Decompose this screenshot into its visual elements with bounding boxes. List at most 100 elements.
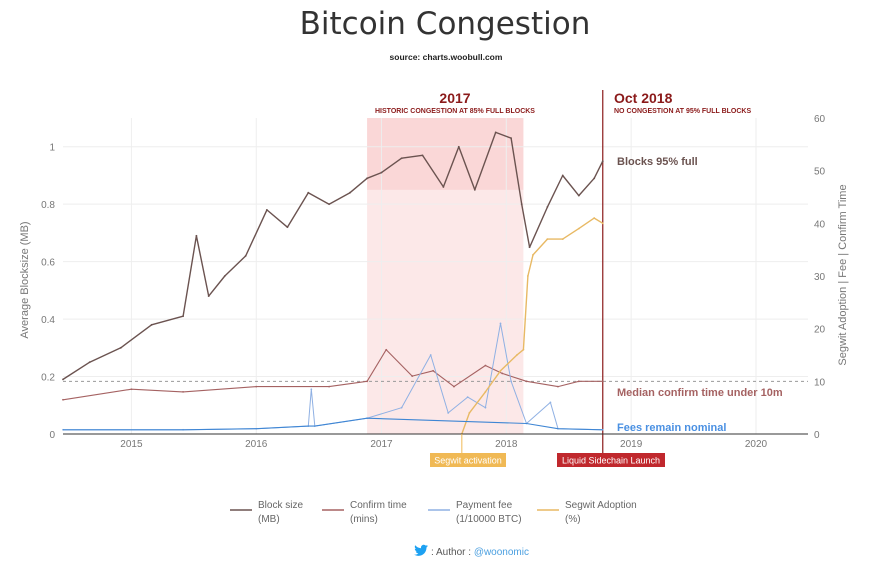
label-confirm-time: Median confirm time under 10m [617, 387, 783, 399]
series-block-size-point [265, 209, 268, 211]
series-block-size-point [380, 171, 383, 174]
author-credit: : Author : @woonomic [414, 544, 529, 558]
author-handle-link[interactable]: @woonomic [474, 547, 529, 558]
series-block-size-point [244, 254, 247, 257]
series-block-size-point [207, 295, 210, 298]
legend: Block size (MB) Confirm time (mins) Paym… [230, 500, 637, 525]
legend-unit-block-size: (MB) [258, 514, 280, 525]
series-confirm-time [62, 349, 603, 401]
left-tick-label: 1 [49, 143, 55, 154]
series-payment-fee-point [510, 380, 512, 383]
right-tick-label: 60 [814, 114, 826, 125]
series-segwit-adoption-point [499, 369, 502, 372]
series-segwit-adoption-point [532, 254, 534, 256]
left-axis-ticks: 0 0.2 0.4 0.6 0.8 1 [41, 143, 55, 441]
series-confirm-time-point [557, 385, 559, 388]
series-block-size-point [400, 157, 403, 160]
right-tick-label: 20 [814, 325, 826, 336]
series-block-size-point [62, 378, 64, 381]
series-confirm-time-point [525, 380, 528, 383]
author-prefix-text: : Author : [431, 547, 474, 558]
series-payment-fee-point [447, 412, 450, 414]
legend-label-block-size: Block size [258, 500, 303, 511]
annotation-2017-year: 2017 [439, 90, 470, 106]
series-block-size-point [520, 203, 523, 206]
legend-label-payment-fee: Payment fee [456, 500, 513, 511]
left-axis-title: Average Blocksize (MB) [19, 221, 31, 338]
segwit-badge-bg [430, 453, 506, 467]
series-block-size-point [150, 323, 153, 326]
right-tick-label: 30 [814, 272, 826, 283]
series-payment-fee-point [549, 401, 552, 404]
series-block-size-point [328, 203, 331, 206]
series-block-size-point [546, 206, 549, 208]
legend-item-block-size[interactable]: Block size (MB) [230, 500, 303, 525]
left-tick-label: 0.6 [41, 258, 55, 269]
left-tick-label: 0.4 [41, 315, 55, 326]
series-segwit-adoption-point [526, 275, 529, 277]
legend-unit-confirm-time: (mins) [350, 514, 378, 525]
x-axis-ticks: 2015 2016 2017 2018 2019 2020 [120, 439, 767, 450]
series-confirm-time-point [385, 348, 388, 351]
series-segwit-adoption-point [522, 348, 525, 351]
series-payment-fee-point [484, 406, 487, 409]
series-block-size-point [510, 137, 512, 140]
series-segwit-adoption-point [561, 238, 564, 241]
author-prefix: : Author : @woonomic [431, 547, 529, 558]
series-confirm-time-point [62, 398, 64, 401]
x-tick-label: 2019 [620, 439, 643, 450]
series-payment-fee-point [400, 406, 403, 409]
congestion-highlight-band-deep [367, 118, 524, 190]
series-block-size-point [182, 315, 184, 318]
series-block-size-point [307, 191, 310, 194]
series-segwit-adoption-point [577, 227, 580, 230]
series-block-size-point [473, 188, 476, 191]
legend-item-confirm-time[interactable]: Confirm time (mins) [322, 500, 407, 525]
twitter-icon [414, 544, 428, 556]
left-tick-label: 0.8 [41, 200, 55, 211]
legend-unit-payment-fee: (1/10000 BTC) [456, 514, 522, 525]
x-tick-label: 2018 [495, 439, 518, 450]
series-segwit-adoption-point [593, 217, 596, 219]
right-tick-label: 10 [814, 377, 826, 388]
series-segwit-adoption-point [516, 354, 518, 356]
right-tick-label: 40 [814, 219, 826, 230]
x-tick-label: 2020 [745, 439, 768, 450]
annotation-2017-text: HISTORIC CONGESTION AT 85% FULL BLOCKS [375, 108, 535, 115]
series-payment-fee-point [429, 354, 432, 356]
legend-item-segwit[interactable]: Segwit Adoption (%) [537, 500, 637, 525]
series-segwit-adoption-point [546, 238, 549, 241]
x-tick-label: 2017 [370, 439, 393, 450]
series-confirm-time-point [484, 364, 487, 367]
x-tick-label: 2015 [120, 439, 143, 450]
series-block-size-point [577, 194, 580, 197]
liquid-badge-label: Liquid Sidechain Launch [562, 456, 660, 466]
right-tick-label: 50 [814, 167, 826, 178]
legend-unit-segwit: (%) [565, 514, 581, 525]
right-axis-title: Segwit Adoption | Fee | Confirm Time [837, 184, 849, 365]
left-tick-label: 0.2 [41, 373, 55, 384]
liquid-badge-bg [557, 453, 665, 467]
x-tick-label: 2016 [245, 439, 268, 450]
left-tick-label: 0 [49, 430, 55, 441]
series-layer [62, 131, 604, 435]
series-block-size [62, 131, 604, 380]
series-block-size-point [561, 174, 564, 177]
series-confirm-time-point [601, 380, 604, 383]
label-blocks-full: Blocks 95% full [617, 156, 698, 168]
series-block-size-point [457, 145, 460, 148]
series-confirm-time-point [182, 390, 184, 393]
series-block-size-point [601, 160, 604, 162]
series-confirm-time-point [255, 385, 258, 388]
series-payment-fee-point [499, 322, 502, 325]
series-block-size-point [366, 177, 368, 180]
series-block-size-point [195, 234, 198, 237]
series-confirm-time-point [328, 385, 331, 388]
series-confirm-time-point [501, 372, 504, 375]
legend-label-segwit: Segwit Adoption [565, 500, 637, 511]
series-confirm-time-point [411, 375, 414, 377]
legend-item-payment-fee[interactable]: Payment fee (1/10000 BTC) [428, 500, 522, 525]
label-fees: Fees remain nominal [617, 422, 726, 434]
series-block-size-point [286, 226, 289, 229]
series-block-size-point [349, 191, 351, 194]
